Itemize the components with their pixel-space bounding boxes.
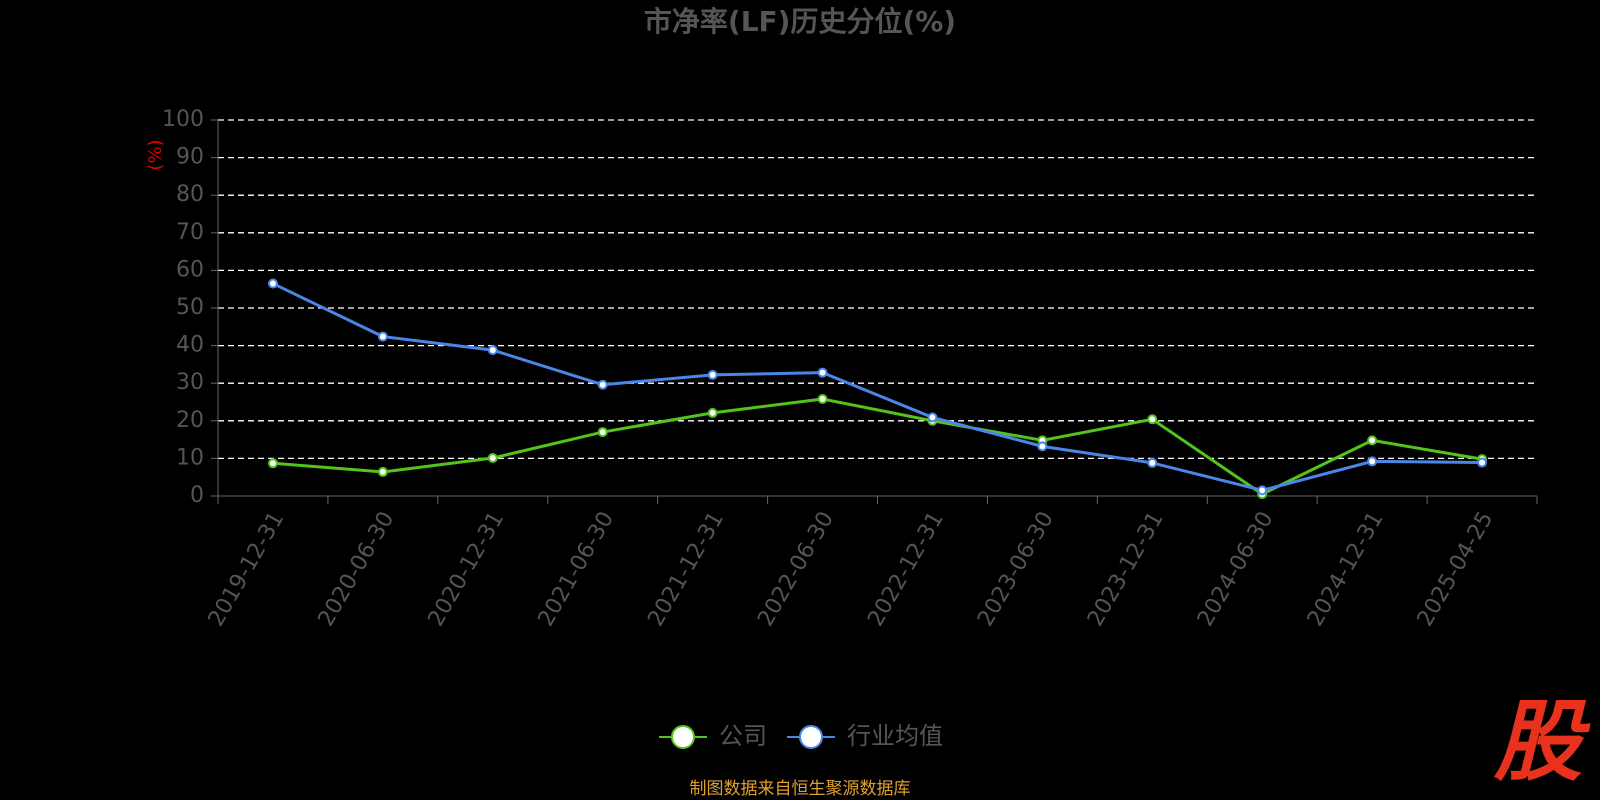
- data-point: [817, 367, 828, 378]
- data-point: [377, 466, 388, 477]
- chart-title: 市净率(LF)历史分位(%): [644, 5, 956, 38]
- data-point: [267, 458, 278, 469]
- x-tick-label: 2023-12-31: [1083, 508, 1169, 631]
- x-tick-label: 2019-12-31: [204, 508, 290, 631]
- x-tick-label: 2025-04-25: [1413, 508, 1499, 631]
- y-tick-label: 100: [162, 107, 204, 132]
- y-tick-label: 20: [176, 408, 204, 433]
- y-tick-label: 10: [176, 445, 204, 470]
- data-point: [1147, 457, 1158, 468]
- y-tick-label: 80: [176, 182, 204, 207]
- x-tick-label: 2022-12-31: [863, 508, 949, 631]
- data-point: [707, 369, 718, 380]
- source-note: 制图数据来自恒生聚源数据库: [690, 779, 911, 799]
- data-point: [597, 379, 608, 390]
- y-tick-label: 70: [176, 220, 204, 245]
- y-axis-label: (%): [145, 139, 166, 170]
- x-tick-label: 2023-06-30: [973, 508, 1059, 631]
- data-point: [1257, 485, 1268, 496]
- legend-label: 行业均值: [847, 722, 943, 750]
- x-tick-label: 2021-12-31: [643, 508, 729, 631]
- data-point: [707, 407, 718, 418]
- x-tick-label: 2024-12-31: [1303, 508, 1389, 631]
- legend-label: 公司: [719, 722, 767, 750]
- data-point: [1037, 441, 1048, 452]
- data-point: [267, 278, 278, 289]
- y-tick-label: 60: [176, 257, 204, 282]
- x-tick-label: 2020-06-30: [314, 508, 400, 631]
- y-tick-label: 50: [176, 295, 204, 320]
- x-tick-label: 2021-06-30: [534, 508, 620, 631]
- x-tick-label: 2022-06-30: [753, 508, 839, 631]
- data-point: [1477, 457, 1488, 468]
- series-line: [272, 282, 1483, 492]
- watermark: 股: [1493, 690, 1591, 793]
- data-point: [1147, 414, 1158, 425]
- data-point: [1367, 435, 1378, 446]
- data-point: [817, 393, 828, 404]
- data-point: [487, 453, 498, 464]
- legend-marker: [671, 725, 695, 749]
- data-point: [597, 427, 608, 438]
- y-tick-label: 40: [176, 333, 204, 358]
- y-tick-label: 90: [176, 145, 204, 170]
- data-point: [1367, 456, 1378, 467]
- legend-marker: [799, 725, 823, 749]
- x-tick-label: 2024-06-30: [1193, 508, 1279, 631]
- x-tick-label: 2020-12-31: [424, 508, 510, 631]
- data-point: [377, 331, 388, 342]
- data-point: [487, 345, 498, 356]
- y-tick-label: 30: [176, 370, 204, 395]
- y-tick-label: 0: [190, 483, 204, 508]
- data-point: [927, 412, 938, 423]
